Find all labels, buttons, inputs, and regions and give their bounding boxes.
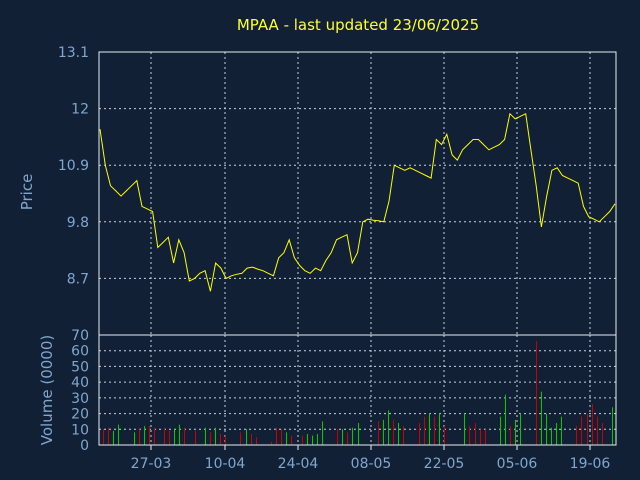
price-tick-label: 8.7	[67, 271, 89, 287]
price-axis-label: Price	[18, 174, 36, 211]
volume-tick-label: 20	[71, 407, 89, 423]
volume-tick-label: 50	[71, 359, 89, 375]
volume-axis-label: Volume (0000)	[38, 335, 56, 445]
x-tick-label: 27-03	[131, 456, 172, 472]
volume-tick-label: 30	[71, 391, 89, 407]
x-tick-label: 22-05	[424, 456, 465, 472]
volume-tick-label: 60	[71, 344, 89, 360]
price-tick-label: 12	[71, 102, 89, 118]
volume-tick-label: 70	[71, 328, 89, 344]
price-series-line	[99, 112, 616, 292]
x-axis: 27-03 10-04 24-04 08-05 22-05 05-06 19-06	[131, 445, 611, 472]
x-tick-label: 24-04	[278, 456, 319, 472]
x-tick-label: 19-06	[570, 456, 611, 472]
price-plot-frame	[98, 51, 617, 336]
volume-tick-label: 10	[71, 422, 89, 438]
x-tick-label: 10-04	[205, 456, 246, 472]
price-tick-label: 13.1	[58, 45, 89, 61]
chart-title: MPAA - last updated 23/06/2025	[237, 16, 479, 34]
price-tick-label: 10.9	[58, 158, 89, 174]
price-tick-label: 9.8	[67, 215, 89, 231]
volume-tick-label: 0	[80, 438, 89, 454]
x-tick-label: 08-05	[351, 456, 392, 472]
x-tick-label: 05-06	[497, 456, 538, 472]
volume-plot-frame	[98, 334, 617, 446]
price-panel: 13.1 12 10.9 9.8 8.7	[58, 45, 617, 336]
volume-tick-label: 40	[71, 375, 89, 391]
